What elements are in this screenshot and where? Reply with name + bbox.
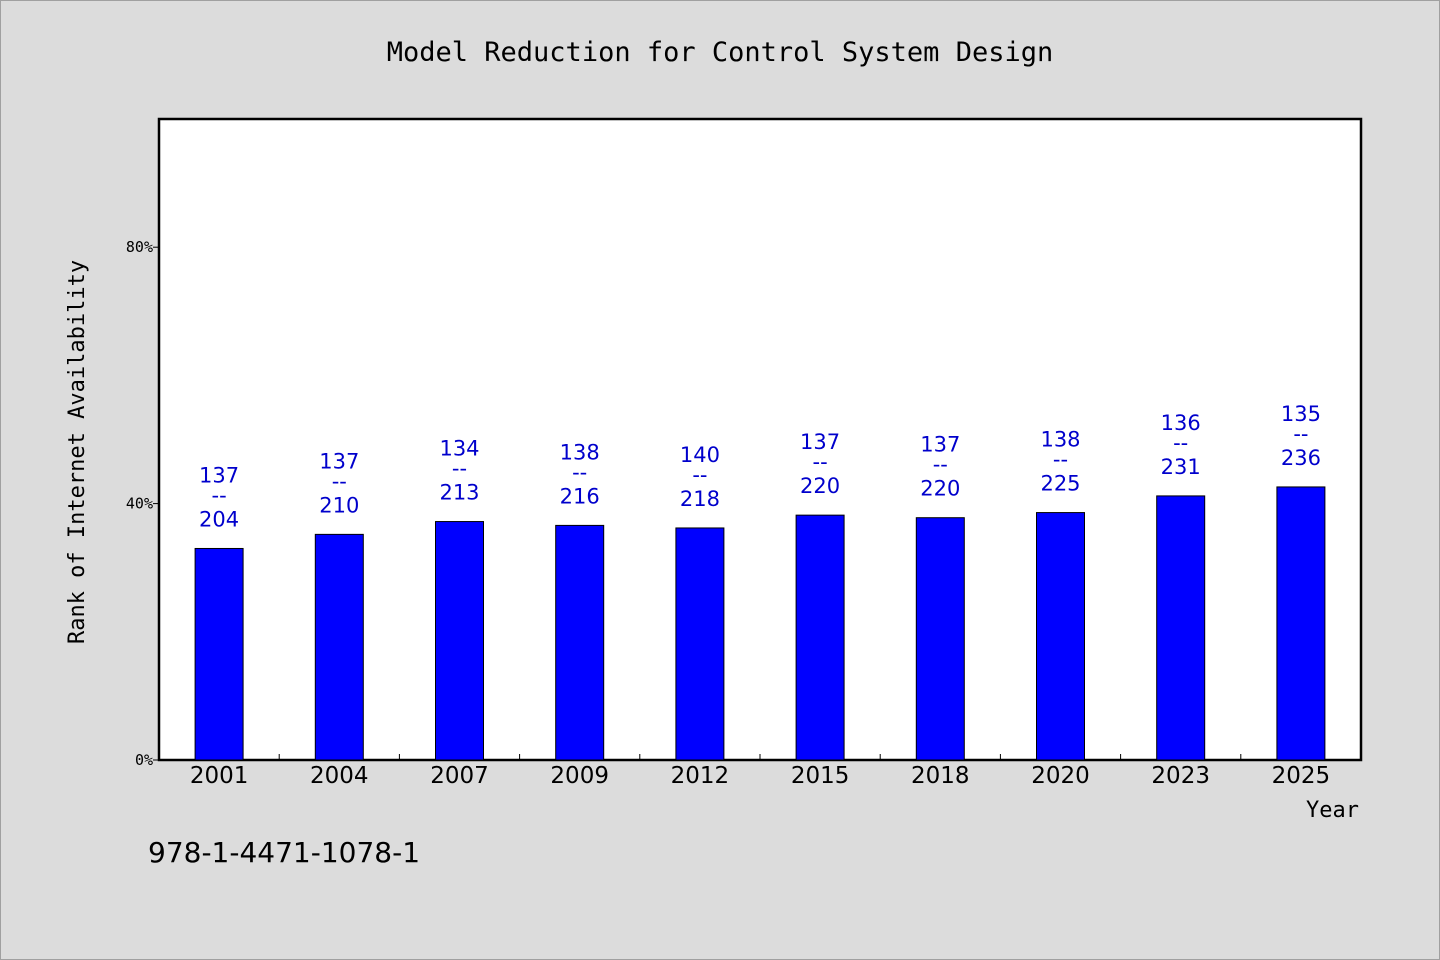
- data-labels-group: 137--204137--210134--213138--216140--218…: [199, 402, 1321, 532]
- data-label-2023-line1: 136: [1161, 411, 1201, 435]
- data-label-2020-line3: 225: [1040, 472, 1080, 496]
- footnote-isbn: 978-1-4471-1078-1: [148, 836, 420, 869]
- data-label-2025-line2: --: [1293, 422, 1308, 446]
- data-label-2001-line1: 137: [199, 463, 239, 487]
- data-label-2009-line3: 216: [560, 484, 600, 508]
- y-tick-label-80%: 80%: [126, 238, 153, 256]
- x-tick-label-2007: 2007: [430, 763, 489, 789]
- data-label-2004-line2: --: [332, 469, 347, 493]
- x-tick-label-2009: 2009: [550, 763, 609, 789]
- bar-2001: [194, 547, 244, 761]
- data-label-2004-line3: 210: [319, 493, 359, 517]
- x-tick-label-2020: 2020: [1031, 763, 1090, 789]
- bar-2020: [1036, 512, 1085, 761]
- bar-2025: [1276, 486, 1326, 761]
- data-label-2009-line1: 138: [560, 440, 600, 464]
- x-tick-label-2015: 2015: [791, 763, 850, 789]
- data-label-2001-line3: 204: [199, 507, 239, 531]
- data-label-2025-line1: 135: [1281, 402, 1321, 426]
- bar-2007: [435, 521, 484, 761]
- x-tick-label-2018: 2018: [911, 763, 970, 789]
- chart-title: Model Reduction for Control System Desig…: [387, 37, 1053, 68]
- x-tick-label-2001: 2001: [190, 763, 249, 789]
- data-label-2025-line3: 236: [1281, 446, 1321, 470]
- data-label-2012-line3: 218: [680, 487, 720, 511]
- data-label-2015-line2: --: [813, 450, 828, 474]
- bar-2012: [675, 527, 725, 761]
- data-label-2007-line2: --: [452, 457, 467, 481]
- bar-2018: [915, 517, 965, 761]
- bar-2015: [795, 514, 845, 761]
- data-label-2018-line1: 137: [920, 433, 960, 457]
- data-label-2012-line1: 140: [680, 443, 720, 467]
- y-tick-label-0%: 0%: [135, 751, 153, 769]
- x-axis-label: Year: [1306, 798, 1359, 823]
- data-label-2012-line2: --: [692, 463, 707, 487]
- data-label-2007-line3: 213: [439, 481, 479, 505]
- x-tick-label-2023: 2023: [1151, 763, 1210, 789]
- data-label-2015-line3: 220: [800, 474, 840, 498]
- data-label-2023-line2: --: [1173, 431, 1188, 455]
- data-label-2009-line2: --: [572, 460, 587, 484]
- data-label-2020-line1: 138: [1040, 428, 1080, 452]
- x-tick-label-2025: 2025: [1272, 763, 1331, 789]
- bar-2023: [1156, 495, 1206, 761]
- data-label-2015-line1: 137: [800, 430, 840, 454]
- data-label-2007-line1: 134: [439, 437, 479, 461]
- data-label-2004-line1: 137: [319, 449, 359, 473]
- y-axis-label: Rank of Internet Availability: [65, 260, 90, 644]
- y-axis-ticks: 0% 40% 80%: [126, 238, 159, 769]
- data-label-2023-line3: 231: [1161, 455, 1201, 479]
- x-tick-label-2004: 2004: [310, 763, 369, 789]
- x-axis-ticks: 2001 2004 2007 2009 2012 2015 2018 2020 2023 2025: [190, 754, 1330, 789]
- data-label-2001-line2: --: [212, 483, 227, 507]
- y-tick-label-40%: 40%: [126, 495, 153, 513]
- data-label-2020-line2: --: [1053, 448, 1068, 472]
- data-label-2018-line3: 220: [920, 477, 960, 501]
- x-tick-label-2012: 2012: [671, 763, 730, 789]
- data-label-2018-line2: --: [933, 453, 948, 477]
- bar-2004: [314, 533, 364, 761]
- bar-2009: [555, 524, 605, 761]
- bars-group: [194, 486, 1326, 761]
